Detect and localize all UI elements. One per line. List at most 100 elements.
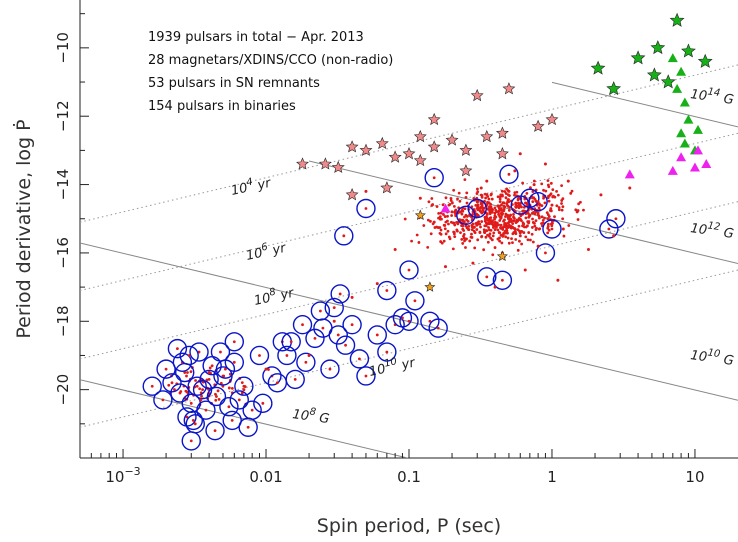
pulsar-dot [506,231,509,235]
y-tick-label: −14 [54,169,72,201]
pulsar-dot [546,217,550,221]
triangle-marker [689,162,700,172]
pulsar-dot [525,202,529,205]
pulsar-dot [493,285,497,289]
pulsar-dot [487,197,491,201]
pulsar-dot [205,378,209,382]
star-marker [459,164,473,177]
pulsar-dot [486,218,490,222]
pulsar-dot [536,200,540,204]
y-tick-label: −18 [54,305,72,337]
pulsar-dot [161,398,165,402]
pulsar-dot [504,192,508,195]
reference-line-labels: 104 yr 106 yr 108 yr 1010 yr 1014 G 1012 G 101… [230,86,735,427]
pulsar-dot [499,216,503,220]
pulsar-dot [422,224,426,227]
pulsar-dot [515,190,519,194]
pulsar-dot [517,224,521,228]
annotation-text: 1939 pulsars in total − Apr. 2013 [148,30,364,45]
pulsar-dot [475,228,479,231]
pulsar-dot [537,216,541,220]
pulsar-dot [536,244,540,248]
pulsar-dot [194,379,197,382]
pulsar-dot [628,186,632,190]
field-line-label: 1010 G [689,345,735,369]
pulsar-dot [515,204,519,208]
pulsar-dot [450,201,454,205]
pulsar-dot [614,217,618,221]
pulsar-dot [506,193,510,197]
pulsar-dot [530,232,534,236]
pulsar-dot [475,192,479,195]
y-tick-label: −20 [54,374,72,406]
pulsar-dot [526,238,530,242]
pulsar-dot [219,350,222,354]
binary-circle [606,209,626,229]
pulsar-dot [213,429,217,433]
binary-circle [385,315,405,335]
pulsar-dot [523,268,527,272]
triangle-marker [683,114,694,124]
pulsar-dot [178,391,182,395]
pulsar-dot [191,419,195,422]
pulsar-dot [480,235,483,239]
pulsar-dot [447,235,451,239]
pulsar-dot [512,213,515,216]
pulsar-dot [550,224,554,228]
binary-circle [405,291,425,311]
pulsar-dot [332,306,336,310]
pulsar-dot [543,201,547,205]
star-marker [318,157,332,170]
pulsar-dot [529,238,532,242]
binary-circle [281,332,301,352]
binary-circle [535,243,556,263]
pulsar-dot [462,233,466,236]
pulsar-dot [230,419,234,422]
pulsar-dot [498,239,502,243]
triangle-marker [672,83,683,93]
pulsar-dot [459,231,462,235]
pulsar-dot [536,211,540,215]
binary-circle [267,373,288,393]
pulsar-dot [214,392,217,396]
pulsar-dot [452,232,456,236]
pulsar-dot [170,381,174,385]
pulsar-dot [544,251,547,255]
pulsar-dot [599,193,603,197]
binary-circle [499,164,519,185]
pulsar-dot [532,179,536,183]
pulsar-dot [500,193,504,197]
annotation-text: 28 magnetars/XDINS/CCO (non-radio) [148,53,393,68]
star-marker [380,181,394,194]
pulsar-dot [432,220,436,224]
pulsar-dot [546,231,550,235]
pulsar-dot [521,224,524,228]
pulsar-dot [490,210,494,214]
field-line [80,379,410,458]
pulsar-dot [506,204,509,207]
pulsar-dot [485,229,488,232]
pulsar-dot [417,241,421,244]
pulsar-dot [484,221,488,225]
pulsar-dot [467,228,471,231]
pulsar-dot [185,415,189,419]
pulsar-dot [267,368,270,371]
binary-circle [234,376,254,396]
binary-circle [238,417,258,437]
pulsar-dot [415,233,419,237]
binary-circle [249,345,270,366]
pulsar-dot [556,193,560,197]
pulsar-dot [210,364,214,368]
pulsar-dot [240,391,244,395]
pulsar-dot [549,181,553,185]
pulsar-dot [275,381,279,385]
pulsar-dot [150,384,154,388]
pulsar-dot [208,366,212,370]
pulsar-dot [465,201,469,205]
pulsar-dot [479,186,483,190]
pulsar-dot [486,233,489,237]
pulsar-dot [507,214,511,218]
star-marker [669,12,685,27]
star-marker [531,119,545,132]
pulsar-dot [289,340,293,344]
